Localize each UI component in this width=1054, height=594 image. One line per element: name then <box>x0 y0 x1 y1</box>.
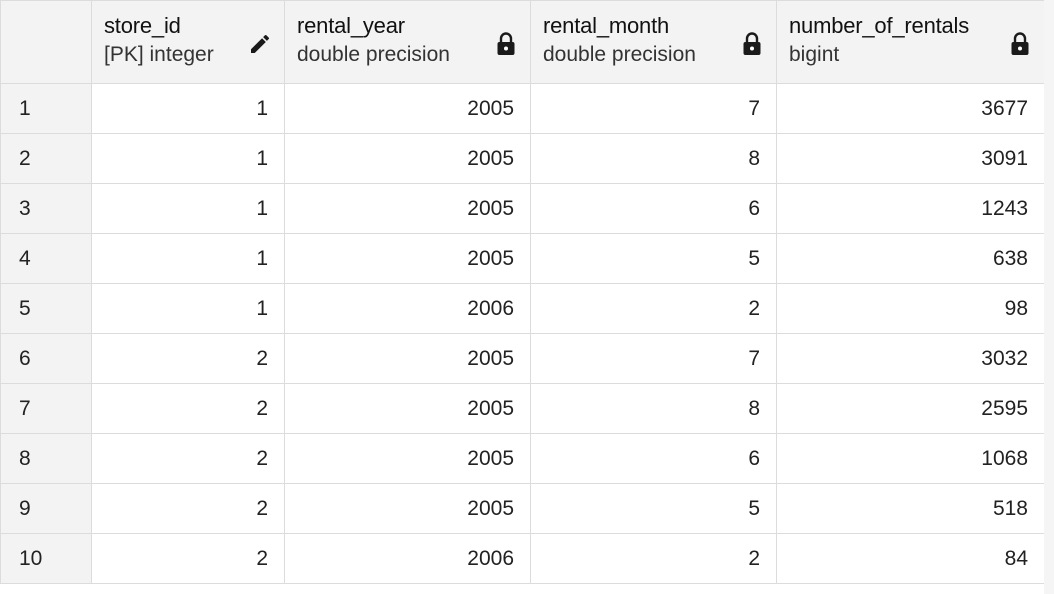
cell-rental-year[interactable]: 2006 <box>284 283 531 334</box>
row-number[interactable]: 1 <box>0 83 92 134</box>
lock-icon <box>497 32 515 55</box>
cell-rental-year[interactable]: 2005 <box>284 133 531 184</box>
cell-store-id[interactable]: 1 <box>91 83 285 134</box>
cell-rental-year[interactable]: 2005 <box>284 433 531 484</box>
cell-store-id[interactable]: 2 <box>91 533 285 584</box>
vertical-scrollbar-track[interactable] <box>1044 0 1054 594</box>
column-header-number-of-rentals[interactable]: number_of_rentals bigint <box>776 0 1045 84</box>
column-header-rental-month[interactable]: rental_month double precision <box>530 0 777 84</box>
cell-number-of-rentals[interactable]: 1068 <box>776 433 1045 484</box>
cell-rental-month[interactable]: 8 <box>530 133 777 184</box>
cell-rental-month[interactable]: 2 <box>530 283 777 334</box>
cell-rental-year[interactable]: 2005 <box>284 383 531 434</box>
table-row[interactable]: 5 1 2006 2 98 <box>0 283 1045 334</box>
column-type: double precision <box>543 43 696 66</box>
cell-rental-month[interactable]: 6 <box>530 183 777 234</box>
cell-number-of-rentals[interactable]: 3677 <box>776 83 1045 134</box>
cell-rental-year[interactable]: 2005 <box>284 333 531 384</box>
column-type: double precision <box>297 43 450 66</box>
table-row[interactable]: 7 2 2005 8 2595 <box>0 383 1045 434</box>
cell-store-id[interactable]: 1 <box>91 133 285 184</box>
table-row[interactable]: 6 2 2005 7 3032 <box>0 333 1045 384</box>
header-row: store_id [PK] integer rental_year double… <box>0 0 1045 84</box>
column-name: store_id <box>104 13 181 38</box>
cell-rental-year[interactable]: 2006 <box>284 533 531 584</box>
table-row[interactable]: 9 2 2005 5 518 <box>0 483 1045 534</box>
lock-icon <box>1011 32 1029 55</box>
pencil-icon[interactable] <box>248 31 272 57</box>
column-name: rental_year <box>297 13 405 38</box>
table-row[interactable]: 10 2 2006 2 84 <box>0 533 1045 584</box>
lock-icon <box>743 32 761 55</box>
column-header-store-id[interactable]: store_id [PK] integer <box>91 0 285 84</box>
cell-number-of-rentals[interactable]: 518 <box>776 483 1045 534</box>
row-number[interactable]: 4 <box>0 233 92 284</box>
table-row[interactable]: 2 1 2005 8 3091 <box>0 133 1045 184</box>
cell-rental-month[interactable]: 7 <box>530 83 777 134</box>
cell-rental-month[interactable]: 5 <box>530 483 777 534</box>
cell-store-id[interactable]: 1 <box>91 233 285 284</box>
cell-rental-year[interactable]: 2005 <box>284 83 531 134</box>
row-number[interactable]: 9 <box>0 483 92 534</box>
column-header-rental-year[interactable]: rental_year double precision <box>284 0 531 84</box>
cell-number-of-rentals[interactable]: 1243 <box>776 183 1045 234</box>
column-type: bigint <box>789 43 840 66</box>
row-number[interactable]: 3 <box>0 183 92 234</box>
row-number[interactable]: 5 <box>0 283 92 334</box>
cell-rental-year[interactable]: 2005 <box>284 233 531 284</box>
cell-store-id[interactable]: 2 <box>91 433 285 484</box>
cell-number-of-rentals[interactable]: 98 <box>776 283 1045 334</box>
cell-store-id[interactable]: 1 <box>91 283 285 334</box>
cell-number-of-rentals[interactable]: 638 <box>776 233 1045 284</box>
cell-number-of-rentals[interactable]: 3091 <box>776 133 1045 184</box>
row-number[interactable]: 6 <box>0 333 92 384</box>
cell-rental-year[interactable]: 2005 <box>284 483 531 534</box>
cell-rental-year[interactable]: 2005 <box>284 183 531 234</box>
results-grid: store_id [PK] integer rental_year double… <box>0 0 1045 584</box>
cell-number-of-rentals[interactable]: 84 <box>776 533 1045 584</box>
cell-rental-month[interactable]: 6 <box>530 433 777 484</box>
row-number[interactable]: 8 <box>0 433 92 484</box>
grid-body: 1 1 2005 7 3677 2 1 2005 8 3091 3 1 2005 6 1243 4 1 2005 5… <box>0 83 1045 584</box>
row-number[interactable]: 7 <box>0 383 92 434</box>
row-number[interactable]: 2 <box>0 133 92 184</box>
table-row[interactable]: 3 1 2005 6 1243 <box>0 183 1045 234</box>
cell-store-id[interactable]: 2 <box>91 333 285 384</box>
select-all-corner[interactable] <box>0 0 92 84</box>
table-row[interactable]: 4 1 2005 5 638 <box>0 233 1045 284</box>
cell-rental-month[interactable]: 7 <box>530 333 777 384</box>
cell-store-id[interactable]: 2 <box>91 483 285 534</box>
column-type: [PK] integer <box>104 43 214 66</box>
cell-rental-month[interactable]: 2 <box>530 533 777 584</box>
cell-rental-month[interactable]: 8 <box>530 383 777 434</box>
column-name: rental_month <box>543 13 670 38</box>
row-number[interactable]: 10 <box>0 533 92 584</box>
cell-number-of-rentals[interactable]: 2595 <box>776 383 1045 434</box>
table-row[interactable]: 8 2 2005 6 1068 <box>0 433 1045 484</box>
cell-rental-month[interactable]: 5 <box>530 233 777 284</box>
cell-store-id[interactable]: 2 <box>91 383 285 434</box>
table-row[interactable]: 1 1 2005 7 3677 <box>0 83 1045 134</box>
column-name: number_of_rentals <box>789 13 970 38</box>
cell-store-id[interactable]: 1 <box>91 183 285 234</box>
cell-number-of-rentals[interactable]: 3032 <box>776 333 1045 384</box>
